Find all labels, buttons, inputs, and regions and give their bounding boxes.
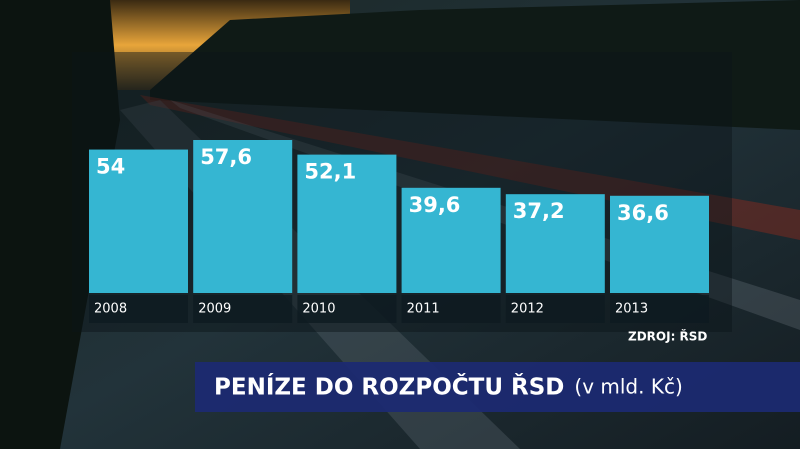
value-label: 39,6	[409, 193, 461, 217]
bar	[89, 149, 188, 293]
x-tick-label: 2010	[302, 302, 335, 317]
x-tick-label: 2012	[511, 302, 544, 317]
category-strip	[401, 295, 501, 323]
value-label: 52,1	[304, 160, 356, 184]
category-strip	[505, 295, 605, 323]
value-label: 36,6	[617, 201, 669, 225]
chart-title: PENÍZE DO ROZPOČTU ŘSD	[214, 373, 564, 401]
value-label: 37,2	[513, 199, 565, 223]
chart-subtitle: (v mld. Kč)	[574, 375, 682, 399]
title-banner	[195, 362, 800, 412]
bar	[505, 194, 605, 293]
x-tick-label: 2011	[407, 302, 440, 317]
x-tick-label: 2008	[94, 302, 127, 317]
bar	[297, 154, 397, 293]
category-strip	[610, 295, 709, 323]
category-strip	[297, 295, 397, 323]
treeline	[150, 0, 800, 130]
value-label: 54	[96, 155, 125, 179]
trees-left	[0, 0, 120, 449]
category-strip	[193, 295, 293, 323]
x-tick-label: 2013	[615, 302, 648, 317]
value-label: 57,6	[200, 145, 252, 169]
plot: 54 2008 57,6 2009 52,1 2010 39,6 2011 37,2 2012 36…	[89, 140, 709, 323]
source: ZDROJ: ŘSD	[628, 329, 707, 344]
x-tick-label: 2009	[198, 302, 231, 317]
bar	[401, 187, 501, 293]
category-strip	[89, 295, 188, 323]
bar	[193, 140, 293, 293]
bar	[610, 195, 709, 293]
